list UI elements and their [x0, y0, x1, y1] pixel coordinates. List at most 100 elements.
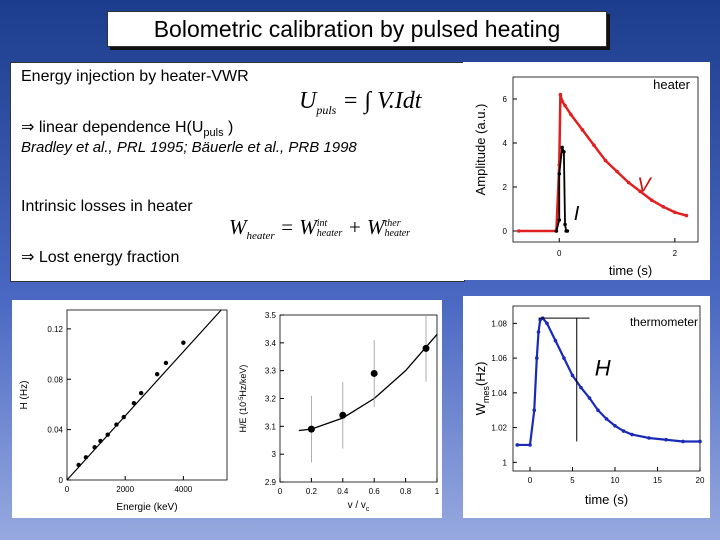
data-point [604, 417, 609, 421]
data-point [621, 429, 626, 433]
plot-frame [512, 305, 701, 472]
y-tick-label: 1.02 [491, 424, 507, 433]
slide-title: Bolometric calibration by pulsed heating [107, 11, 607, 47]
h-over-e-chart: 2.9 3 3.1 3.2 3.3 3.4 3.5 0 0.2 0.4 0.6 0.8 1 v / vc H… [238, 311, 440, 513]
data-point [532, 408, 537, 413]
plot-frame [279, 314, 438, 483]
x-tick-label: 4000 [174, 485, 192, 494]
y-tick-label: 3.1 [265, 422, 277, 431]
thermometer-line [517, 316, 700, 447]
y-axis-label: H (Hz) [19, 381, 30, 410]
y-tick-label: 4 [503, 139, 508, 148]
y-tick-label: 6 [503, 95, 508, 104]
data-point [698, 439, 702, 444]
data-point [557, 218, 562, 222]
x-tick-label: 0.8 [400, 487, 412, 496]
y-tick-label: 3.2 [265, 395, 277, 404]
data-point [154, 372, 160, 377]
x-axis-label: time (s) [585, 492, 628, 507]
y-tick-label: 1 [503, 458, 508, 467]
fit-curve [298, 334, 438, 432]
data-point [562, 356, 566, 360]
references-text: Bradley et al., PRL 1995; Bäuerle et al.… [21, 139, 357, 156]
data-point [92, 445, 97, 450]
data-point [563, 222, 567, 227]
x-tick-label: 20 [696, 476, 705, 485]
data-point [114, 422, 119, 427]
y-axis-label: H/E (10-5Hz/keV) [238, 365, 248, 433]
data-point [570, 373, 575, 378]
y-tick-label: 3 [272, 450, 277, 459]
x-tick-label: 0 [278, 487, 283, 496]
linear-dependence-text: ⇒ linear dependence H(Upuls ) [21, 119, 234, 140]
legend-label: thermometer [630, 315, 698, 329]
data-point [98, 438, 103, 444]
data-point [553, 338, 558, 343]
y-tick-label: 1.06 [491, 354, 507, 363]
annotation-h: H [595, 355, 611, 380]
data-point [554, 229, 559, 233]
heater-pulse-figure: 0 2 4 6 0 2 time (s) Amplitude (a.u.) heater V I [463, 62, 710, 280]
data-point [603, 158, 608, 163]
data-point [592, 143, 596, 147]
data-point [563, 103, 567, 108]
data-point [516, 229, 521, 233]
data-point [138, 390, 144, 396]
data-point [535, 356, 539, 360]
data-point [163, 360, 169, 366]
y-tick-label: 0.08 [47, 375, 63, 384]
x-tick-label: 2000 [116, 485, 134, 494]
x-axis-label: time (s) [609, 263, 652, 278]
x-axis-label: v / vc [348, 500, 370, 513]
y-tick-label: 3.4 [265, 339, 277, 348]
thermometer-figure: 1 1.02 1.04 1.06 1.08 0 5 10 15 20 time (s) Wmes(Hz… [463, 296, 710, 518]
energy-injection-text: Energy injection by heater-VWR [21, 68, 249, 85]
data-point [515, 443, 520, 447]
y-tick-label: 0.04 [47, 426, 63, 435]
calibration-figure: 0 0.04 0.08 0.12 0 2000 4000 Energie (keV) H (Hz… [12, 300, 442, 518]
data-point [536, 330, 541, 334]
heater-pulse-chart: 0 2 4 6 0 2 time (s) Amplitude (a.u.) heater V I [473, 76, 699, 278]
data-point [661, 205, 666, 209]
y-tick-label: 0 [503, 227, 508, 236]
x-tick-label: 2 [673, 249, 678, 258]
data-point [613, 424, 617, 428]
annotation-v: V [637, 174, 652, 196]
data-point [673, 210, 677, 215]
plot-frame [66, 309, 228, 481]
thermometer-chart: 1 1.02 1.04 1.06 1.08 0 5 10 15 20 time (s) Wmes(Hz… [473, 305, 705, 507]
data-point [422, 344, 430, 352]
h-vs-energy-chart: 0 0.04 0.08 0.12 0 2000 4000 Energie (keV) H (Hz… [19, 309, 228, 513]
slide-title-text: Bolometric calibration by pulsed heating [153, 15, 561, 42]
y-tick-label: 2 [503, 183, 508, 192]
data-point [307, 425, 315, 433]
data-point [131, 400, 137, 406]
x-tick-label: 0 [528, 476, 533, 485]
text-panel: Energy injection by heater-VWR Upuls = ∫… [10, 62, 465, 282]
data-point [105, 432, 110, 437]
x-tick-label: 0 [65, 485, 70, 494]
y-tick-label: 1.08 [491, 319, 507, 328]
x-tick-label: 0.2 [306, 487, 318, 496]
fit-line [66, 309, 222, 481]
y-tick-label: 0.12 [47, 325, 63, 334]
data-point [630, 432, 634, 437]
intrinsic-losses-text: Intrinsic losses in heater [21, 198, 193, 215]
annotation-i: I [574, 203, 580, 225]
data-point [684, 213, 689, 218]
data-point [560, 145, 564, 150]
lost-energy-text: ⇒ Lost energy fraction [21, 249, 180, 266]
x-tick-label: 0 [557, 249, 562, 258]
data-point [181, 340, 186, 345]
x-tick-label: 1 [435, 487, 440, 496]
plot-frame [512, 76, 699, 243]
data-point [579, 385, 583, 390]
data-point [569, 112, 573, 117]
data-point [649, 198, 654, 202]
data-point [638, 189, 642, 194]
legend-label: heater [653, 77, 691, 92]
formula-upuls: Upuls = ∫ V.Idt [299, 88, 422, 117]
data-point [681, 439, 685, 444]
data-point [76, 462, 81, 468]
data-point [626, 180, 631, 185]
